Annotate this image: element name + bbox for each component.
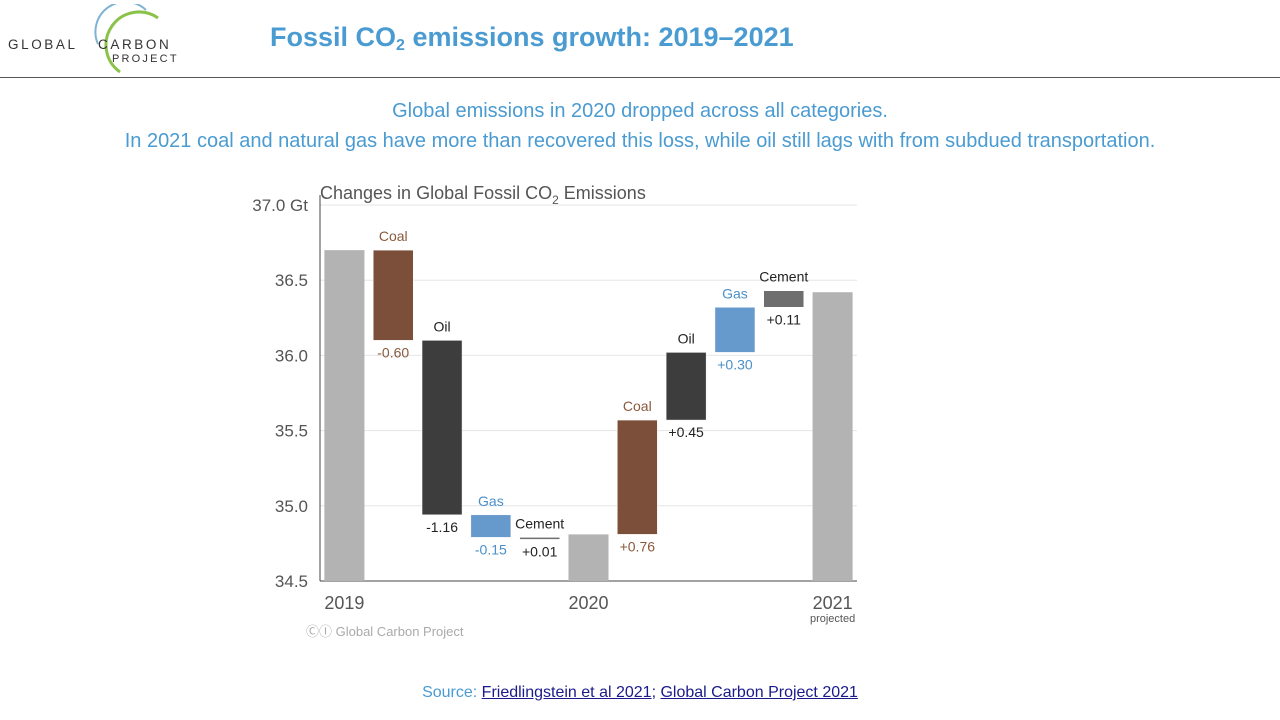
slide-title: Fossil CO2 emissions growth: 2019–2021 — [270, 22, 794, 54]
logo-text-global: GLOBAL — [8, 37, 78, 52]
bar-value-label: +0.01 — [522, 543, 558, 559]
bar-value-label: -1.16 — [426, 519, 458, 535]
total-bar-2021 — [812, 292, 853, 581]
source-separator: ; — [651, 684, 661, 701]
y-tick-label: 37.0 Gt — [252, 196, 308, 215]
logo-arc-icon — [94, 4, 159, 74]
logo-text-project: PROJECT — [112, 53, 179, 65]
bar-category-label: Gas — [478, 493, 504, 509]
y-tick-label: 35.5 — [275, 422, 308, 441]
bar-category-label: Coal — [623, 398, 652, 414]
y-tick-label: 34.5 — [275, 572, 308, 591]
change-bar-oil — [665, 352, 707, 421]
change-bar-oil — [421, 340, 463, 516]
change-bar-coal — [617, 419, 658, 535]
bar-category-label: Gas — [722, 285, 748, 301]
bar-value-label: +0.11 — [767, 311, 802, 327]
x-tick-label: 2020 — [568, 593, 608, 613]
total-bar-2019 — [324, 250, 365, 581]
subtitle-line-2: In 2021 coal and natural gas have more t… — [124, 130, 1156, 152]
bar-value-label: +0.45 — [668, 424, 704, 440]
x-tick-label: 2021 — [813, 593, 853, 613]
y-tick-label: 36.0 — [275, 346, 308, 365]
bar-value-label: -0.15 — [475, 541, 507, 557]
change-bar-cement — [519, 537, 560, 540]
source-line: Source: Friedlingstein et al 2021; Globa… — [0, 684, 1280, 702]
change-bar-gas — [470, 514, 512, 538]
chart-title: Changes in Global Fossil CO2 Emissions — [320, 183, 646, 207]
change-bar-coal — [372, 249, 414, 341]
chart-watermark: ⒸⒾ Global Carbon Project — [306, 624, 464, 639]
gcp-logo: GLOBAL CARBON PROJECT — [8, 4, 188, 74]
source-label: Source: — [422, 684, 482, 701]
bar-category-label: Cement — [515, 515, 564, 531]
y-tick-label: 35.0 — [275, 497, 308, 516]
bar-value-label: +0.76 — [620, 538, 656, 554]
bar-category-label: Coal — [379, 228, 408, 244]
header-divider — [0, 77, 1280, 78]
y-tick-label: 36.5 — [275, 271, 308, 290]
x-tick-label: 2019 — [324, 593, 364, 613]
slide-subtitle: Global emissions in 2020 dropped across … — [0, 96, 1280, 156]
bar-value-label: +0.30 — [717, 356, 753, 372]
change-bar-cement — [763, 290, 805, 308]
source-link-gcp[interactable]: Global Carbon Project 2021 — [660, 684, 858, 701]
bar-category-label: Cement — [759, 269, 808, 285]
bar-value-label: -0.60 — [377, 344, 409, 360]
slide-header: GLOBAL CARBON PROJECT Fossil CO2 emissio… — [0, 0, 1280, 78]
change-bar-gas — [714, 307, 756, 353]
source-link-friedlingstein[interactable]: Friedlingstein et al 2021 — [481, 684, 652, 701]
x-tick-note: projected — [810, 613, 855, 625]
bar-category-label: Oil — [678, 330, 695, 346]
subtitle-line-1: Global emissions in 2020 dropped across … — [392, 100, 888, 122]
total-bar-2020 — [568, 534, 609, 581]
bar-category-label: Oil — [433, 318, 450, 334]
logo-text-carbon: CARBON — [98, 37, 172, 52]
